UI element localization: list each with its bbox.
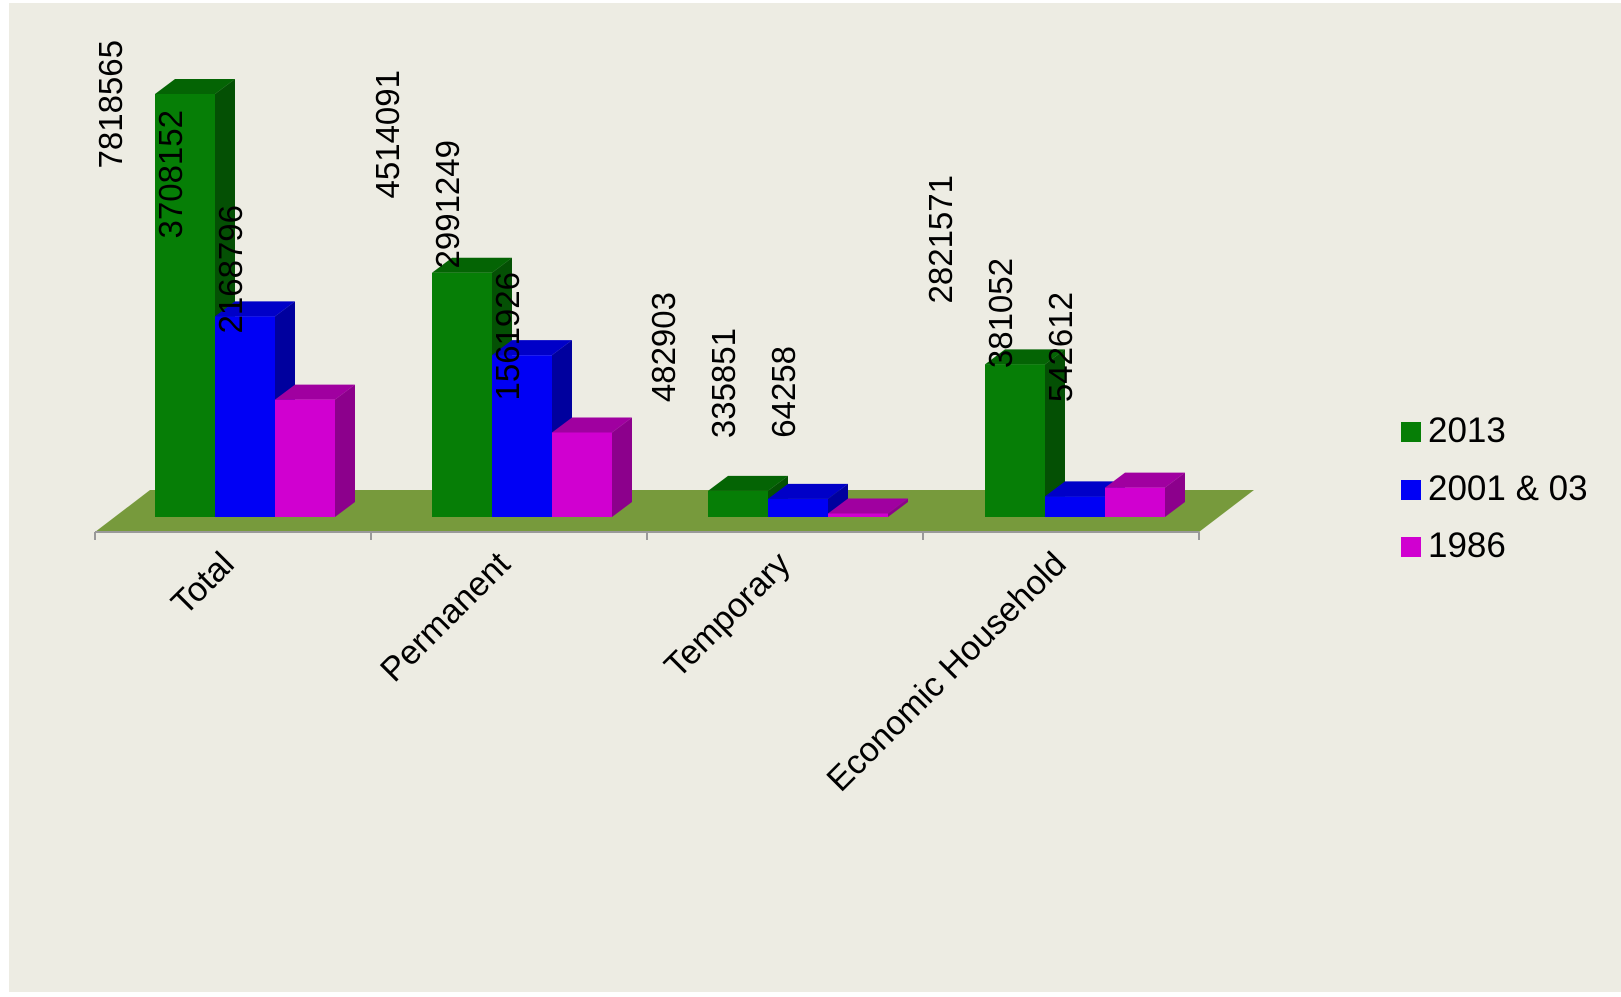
value-label-permanent-1986: 1561926 — [489, 272, 526, 400]
legend-swatch — [1401, 537, 1421, 557]
value-label-temporary-1986: 64258 — [765, 346, 802, 438]
value-label-total-1986: 2168796 — [212, 205, 249, 333]
bar-top-face — [985, 349, 1065, 365]
value-label-total-2013: 7818565 — [92, 40, 129, 168]
bar-front-face — [215, 316, 275, 517]
bar-temporary-2001-03 — [768, 483, 848, 517]
bar-front-face — [708, 490, 768, 517]
bar-side-face — [612, 417, 632, 517]
bar-front-face — [768, 498, 828, 517]
bar-top-face — [708, 475, 788, 491]
bar-economic-household-2013 — [985, 349, 1065, 517]
bar-top-face — [552, 417, 632, 433]
bar-top-face — [215, 301, 295, 317]
bar-temporary-2013 — [708, 475, 788, 517]
bar-top-face — [432, 257, 512, 273]
bar-side-face — [335, 384, 355, 517]
bars-layer — [155, 79, 1185, 517]
value-label-economic-household-2013: 2821571 — [922, 175, 959, 303]
bar-front-face — [1045, 496, 1105, 517]
bar-top-face — [275, 384, 355, 400]
bar-top-face — [492, 340, 572, 356]
legend-item-2013: 2013 — [1401, 411, 1506, 450]
bar-front-face — [492, 355, 552, 517]
value-label-permanent-2013: 4514091 — [369, 70, 406, 198]
value-label-temporary-2001-03: 335851 — [705, 328, 742, 438]
legend-item-1986: 1986 — [1401, 526, 1506, 565]
value-label-total-2001-03: 3708152 — [152, 110, 189, 238]
chart-floor — [95, 490, 1254, 532]
bar-top-face — [828, 498, 908, 514]
bar-temporary-1986 — [828, 498, 908, 517]
data-labels-layer: 7818565 3708152 2168796 4514091 2991249 15619… — [92, 40, 1079, 438]
bar-front-face — [432, 272, 492, 517]
bar-front-face — [828, 513, 888, 517]
bar-permanent-1986 — [552, 417, 632, 517]
bar-top-face — [1105, 472, 1185, 488]
bar-top-face — [155, 79, 235, 94]
value-label-permanent-2001-03: 2991249 — [429, 140, 466, 268]
chart-floor-layer — [95, 490, 1254, 532]
value-label-temporary-2013: 482903 — [645, 292, 682, 402]
bar-economic-household-1986 — [1105, 472, 1185, 517]
bar-side-face — [888, 498, 908, 517]
bar-front-face — [1105, 487, 1165, 517]
legend-item-2001-03: 2001 & 03 — [1401, 469, 1588, 508]
legend-label: 2013 — [1428, 411, 1506, 450]
legend-label: 1986 — [1428, 526, 1506, 565]
bar-front-face — [155, 94, 215, 517]
legend: 2013 2001 & 03 1986 — [1401, 411, 1588, 565]
legend-swatch — [1401, 480, 1421, 500]
legend-label: 2001 & 03 — [1428, 469, 1588, 508]
value-label-economic-household-1986: 542612 — [1042, 292, 1079, 402]
bar-side-face — [1165, 472, 1185, 517]
bar-side-face — [1045, 349, 1065, 517]
bar-top-face — [768, 483, 848, 499]
bar-side-face — [828, 483, 848, 517]
bar-total-1986 — [275, 384, 355, 517]
bar-front-face — [985, 364, 1045, 517]
bar-front-face — [552, 432, 612, 517]
legend-swatch — [1401, 422, 1421, 442]
value-label-economic-household-2001-03: 381052 — [982, 258, 1019, 368]
bar-front-face — [275, 399, 335, 517]
